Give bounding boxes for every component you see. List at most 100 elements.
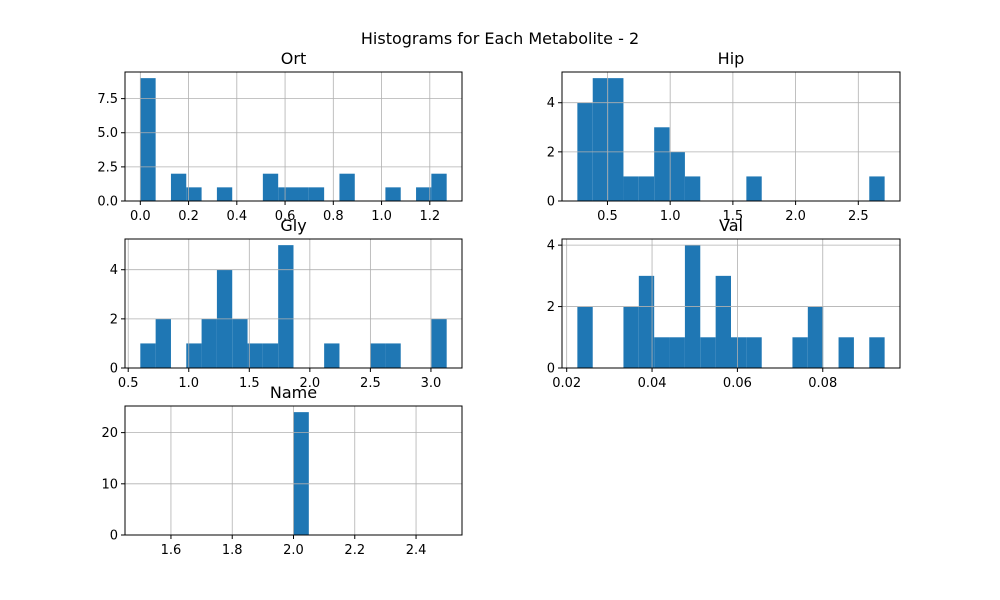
histogram-bar [247, 343, 263, 368]
x-tick-label: 1.0 [178, 376, 199, 391]
histogram-bar [293, 412, 309, 535]
histogram-bar [262, 173, 279, 201]
x-tick-label: 0.06 [723, 376, 752, 391]
subplot-title: Name [270, 383, 317, 402]
histogram-bar [278, 187, 294, 201]
histogram-bar [370, 343, 386, 368]
histogram-bar [715, 275, 731, 368]
histogram-bar [339, 173, 355, 201]
histogram-bar [232, 318, 248, 368]
y-tick-label: 7.5 [97, 92, 118, 107]
y-tick-label: 5.0 [97, 126, 118, 141]
histogram-bar [792, 337, 808, 368]
histogram-bar [140, 78, 156, 201]
histogram-bar [654, 337, 670, 368]
y-tick-label: 0 [547, 362, 555, 377]
histogram-bar [278, 245, 294, 368]
histogram-bar [262, 343, 279, 368]
x-tick-label: 0.02 [552, 376, 581, 391]
histogram-bar [385, 187, 401, 201]
y-tick-label: 0.0 [97, 195, 118, 210]
x-tick-label: 0.0 [130, 209, 151, 224]
x-tick-label: 2.2 [344, 543, 365, 558]
y-tick-label: 4 [547, 96, 555, 111]
subplot-title: Gly [280, 216, 306, 235]
x-tick-label: 0.5 [118, 376, 139, 391]
subplot-val: 0.02 0.04 0.06 0.08 0 2 4 Val [547, 216, 901, 391]
histogram-bar [170, 173, 187, 201]
histogram-bar [746, 337, 762, 368]
y-tick-label: 2 [547, 145, 555, 160]
histogram-bar [700, 337, 716, 368]
subplot-title: Ort [281, 49, 306, 68]
subplot-title: Val [719, 216, 743, 235]
x-tick-label: 1.2 [419, 209, 440, 224]
histogram-bar [186, 343, 202, 368]
axes-frame [561, 238, 901, 369]
y-tick-label: 2 [110, 312, 118, 327]
y-tick-label: 2 [547, 300, 555, 315]
histogram-bar [155, 318, 171, 368]
subplot-name: 1.6 1.8 2.0 2.2 2.4 0 10 20 Name [101, 383, 463, 558]
subplot-title: Hip [718, 49, 745, 68]
y-tick-label: 4 [110, 263, 118, 278]
x-tick-label: 3.0 [421, 376, 442, 391]
histogram-bar [654, 127, 670, 201]
histogram-bar [216, 187, 233, 201]
subplot-gly: 0.5 1.0 1.5 2.0 2.5 3.0 0 2 4 Gly [110, 216, 463, 391]
y-tick-label: 0 [110, 362, 118, 377]
histogram-bar [623, 176, 639, 201]
histogram-bar [293, 187, 309, 201]
x-tick-label: 2.0 [283, 543, 304, 558]
axes-frame [124, 238, 463, 369]
x-tick-label: 2.4 [406, 543, 427, 558]
y-tick-label: 4 [547, 239, 555, 254]
histogram-bar [869, 176, 885, 201]
histogram-bars [140, 78, 447, 201]
histogram-bar [592, 78, 609, 201]
histogram-bar [638, 176, 655, 201]
y-tick-label: 2.5 [97, 160, 118, 175]
histogram-bar [869, 337, 885, 368]
x-tick-label: 0.5 [597, 209, 618, 224]
histogram-bar [324, 343, 340, 368]
histogram-bar [431, 173, 447, 201]
x-tick-label: 1.6 [161, 543, 182, 558]
histogram-bars [577, 245, 885, 368]
y-tick-label: 0 [110, 529, 118, 544]
axes-frame [124, 71, 463, 202]
histogram-bar [577, 306, 593, 368]
histogram-bar [416, 187, 432, 201]
histogram-bar [201, 318, 217, 368]
axes-frame [561, 71, 901, 202]
histogram-bar [140, 343, 156, 368]
histogram-bar [186, 187, 202, 201]
x-tick-label: 0.4 [226, 209, 247, 224]
y-tick-label: 0 [547, 195, 555, 210]
histogram-bar [385, 343, 401, 368]
histogram-bar [638, 275, 655, 368]
histogram-bar [746, 176, 762, 201]
x-tick-label: 1.5 [723, 209, 744, 224]
histogram-bar [669, 151, 685, 201]
x-tick-label: 0.2 [178, 209, 199, 224]
x-tick-label: 2.0 [785, 209, 806, 224]
histogram-bar [684, 176, 701, 201]
y-tick-label: 20 [101, 426, 118, 441]
x-tick-label: 2.0 [300, 376, 321, 391]
histogram-bar [669, 337, 685, 368]
x-tick-label: 2.5 [360, 376, 381, 391]
histogram-bars [140, 245, 447, 368]
subplot-hip: 0.5 1.0 1.5 2.0 2.5 0 2 4 Hip [547, 49, 901, 224]
figure-title: Histograms for Each Metabolite - 2 [361, 29, 639, 48]
histogram-bar [308, 187, 325, 201]
histogram-bar [838, 337, 854, 368]
x-tick-label: 2.5 [848, 209, 869, 224]
subplot-ort: 0.0 0.2 0.4 0.6 0.8 1.0 1.2 0.0 2.5 5.0 7.5 Ort [97, 49, 463, 224]
histogram-bar [731, 337, 747, 368]
x-tick-label: 0.04 [638, 376, 667, 391]
y-tick-label: 10 [101, 477, 118, 492]
